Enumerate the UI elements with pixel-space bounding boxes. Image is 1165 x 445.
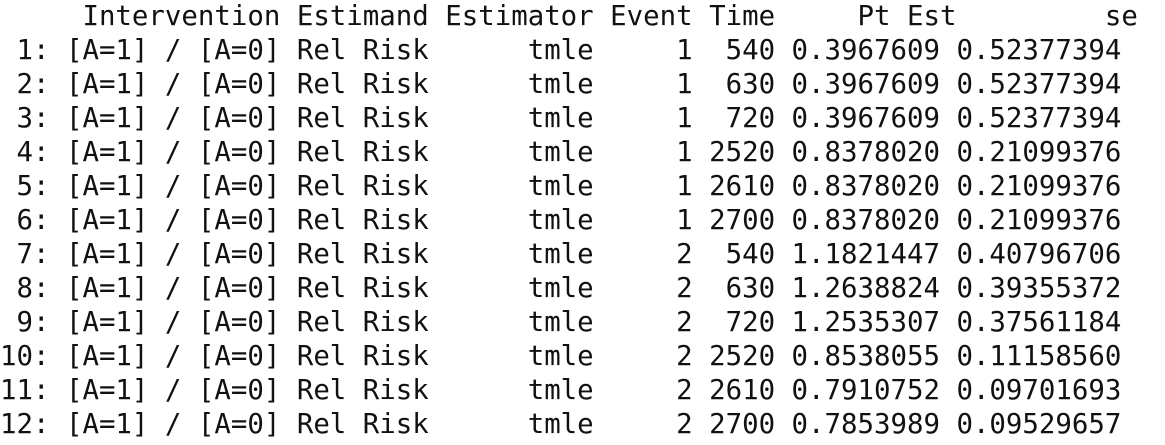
- table-row: 9: [A=1] / [A=0] Rel Risk tmle 2 720 1.2…: [0, 307, 1122, 338]
- table-header: Intervention Estimand Estimator Event Ti…: [0, 1, 1138, 32]
- table-row: 7: [A=1] / [A=0] Rel Risk tmle 2 540 1.1…: [0, 239, 1122, 270]
- table-row: 8: [A=1] / [A=0] Rel Risk tmle 2 630 1.2…: [0, 273, 1122, 304]
- table-row: 12: [A=1] / [A=0] Rel Risk tmle 2 2700 0…: [0, 409, 1122, 440]
- table-row: 4: [A=1] / [A=0] Rel Risk tmle 1 2520 0.…: [0, 137, 1122, 168]
- table-row: 3: [A=1] / [A=0] Rel Risk tmle 1 720 0.3…: [0, 103, 1122, 134]
- table-row: 10: [A=1] / [A=0] Rel Risk tmle 2 2520 0…: [0, 341, 1122, 372]
- table-row: 6: [A=1] / [A=0] Rel Risk tmle 1 2700 0.…: [0, 205, 1122, 236]
- table-row: 11: [A=1] / [A=0] Rel Risk tmle 2 2610 0…: [0, 375, 1122, 406]
- table-row: 2: [A=1] / [A=0] Rel Risk tmle 1 630 0.3…: [0, 69, 1122, 100]
- table-row: 5: [A=1] / [A=0] Rel Risk tmle 1 2610 0.…: [0, 171, 1122, 202]
- table-row: 1: [A=1] / [A=0] Rel Risk tmle 1 540 0.3…: [0, 35, 1122, 66]
